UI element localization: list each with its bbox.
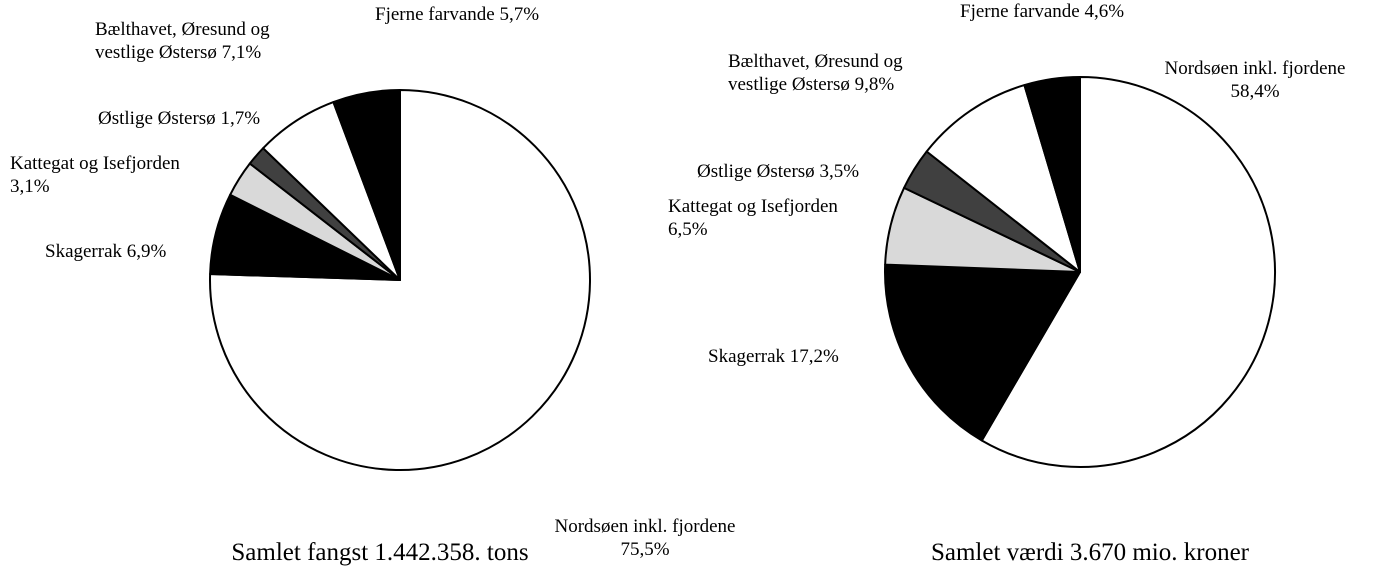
- slice-value: 58,4%: [1230, 81, 1280, 102]
- pie-slice: [332, 89, 401, 281]
- slice-label: Nordsøen inkl. fjordene 75,5%: [520, 515, 770, 561]
- slice-value: 3,5%: [819, 161, 860, 182]
- slice-value: 7,1%: [221, 42, 262, 63]
- slice-value: 5,7%: [499, 4, 540, 25]
- slice-category: Skagerrak: [45, 241, 123, 262]
- chart-title: Samlet værdi 3.670 mio. kroner: [930, 539, 1250, 566]
- slice-label: Østlige Østersø 1,7%: [98, 107, 298, 130]
- slice-label: Skagerrak 17,2%: [708, 345, 908, 368]
- slice-label: Bælthavet, Øresund og vestlige Østersø 7…: [95, 18, 327, 64]
- slice-value: 6,5%: [668, 219, 708, 240]
- slice-value: 6,9%: [126, 241, 167, 262]
- slice-category: Kattegat og Isefjorden: [10, 153, 180, 174]
- slice-label: Kattegat og Isefjorden 6,5%: [668, 195, 898, 241]
- slice-value: 9,8%: [854, 74, 895, 95]
- slice-category: Østlige Østersø: [697, 161, 815, 182]
- slice-label: Fjerne farvande 5,7%: [375, 3, 635, 26]
- slice-label: Kattegat og Isefjorden 3,1%: [10, 152, 230, 198]
- chart-title: Samlet fangst 1.442.358. tons: [231, 539, 529, 566]
- slice-value: 3,1%: [10, 176, 50, 197]
- slice-label: Bælthavet, Øresund og vestlige Østersø 9…: [728, 50, 960, 96]
- pie-slice: [925, 84, 1081, 273]
- slice-category: Bælthavet, Øresund og vestlige Østersø: [728, 51, 903, 95]
- slice-label: Skagerrak 6,9%: [45, 240, 245, 263]
- pie-slice: [884, 263, 1081, 442]
- pie-slice: [980, 76, 1276, 468]
- slice-category: Fjerne farvande: [375, 4, 495, 25]
- slice-category: Bælthavet, Øresund og vestlige Østersø: [95, 19, 270, 63]
- slice-category: Østlige Østersø: [98, 108, 216, 129]
- slice-label: Fjerne farvande 4,6%: [960, 0, 1220, 23]
- slice-category: Nordsøen inkl. fjordene: [1164, 58, 1346, 79]
- slice-category: Skagerrak: [708, 346, 786, 367]
- slice-value: 17,2%: [789, 346, 839, 367]
- slice-value: 75,5%: [620, 539, 670, 560]
- pie-slice: [1023, 76, 1081, 273]
- slice-label: Østlige Østersø 3,5%: [697, 160, 897, 183]
- slice-label: Nordsøen inkl. fjordene 58,4%: [1130, 57, 1380, 103]
- slice-value: 4,6%: [1084, 1, 1125, 22]
- slice-category: Fjerne farvande: [960, 1, 1080, 22]
- slice-category: Kattegat og Isefjorden: [668, 196, 838, 217]
- slice-category: Nordsøen inkl. fjordene: [554, 516, 736, 537]
- slice-value: 1,7%: [220, 108, 261, 129]
